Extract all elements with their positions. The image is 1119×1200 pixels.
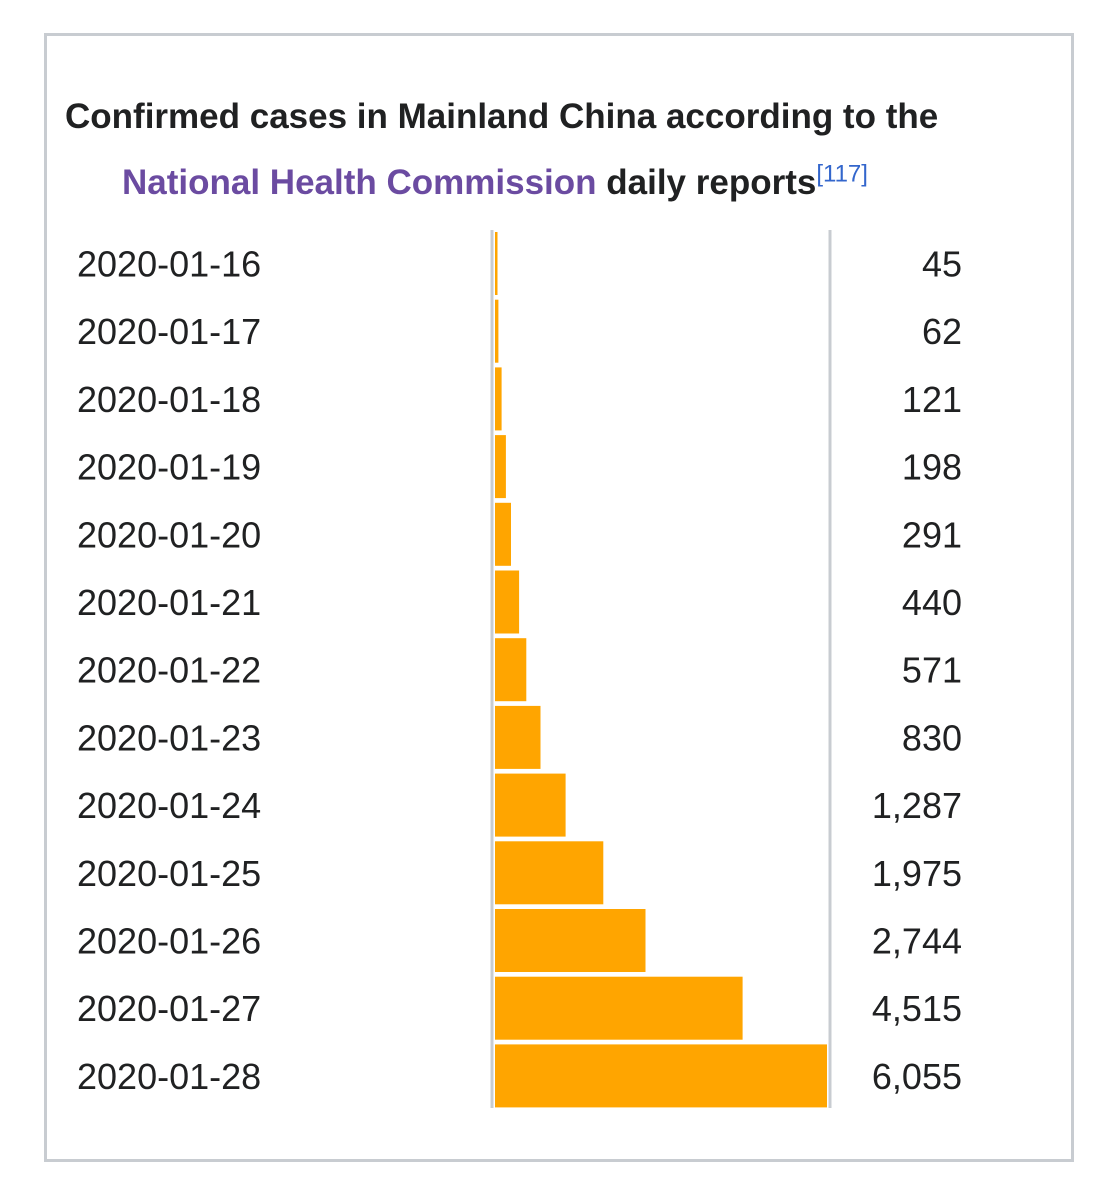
chart-title-line2: National Health Commission daily reports… — [122, 162, 868, 204]
bar-2020-01-27 — [495, 976, 743, 1040]
bar-2020-01-26 — [495, 909, 646, 972]
bar-2020-01-24 — [495, 773, 566, 837]
date-label-2020-01-24: 2020-01-24 — [77, 785, 261, 826]
bar-2020-01-16 — [495, 232, 498, 295]
value-label-2020-01-23: 830 — [902, 717, 962, 758]
value-label-2020-01-17: 62 — [922, 311, 962, 352]
bar-2020-01-28 — [495, 1044, 827, 1108]
chart-title-line1: Confirmed cases in Mainland China accord… — [65, 97, 939, 136]
bar-2020-01-23 — [495, 705, 541, 769]
date-label-2020-01-20: 2020-01-20 — [77, 514, 261, 555]
date-labels: 2020-01-16 2020-01-17 2020-01-18 2020-01-19… — [77, 244, 261, 1097]
bar-2020-01-18 — [495, 367, 502, 431]
value-label-2020-01-16: 45 — [922, 244, 962, 285]
bars-group — [495, 232, 827, 1108]
value-label-2020-01-18: 121 — [902, 379, 962, 420]
value-label-2020-01-21: 440 — [902, 582, 962, 623]
chart-title-suffix: daily reports — [596, 163, 817, 202]
date-label-2020-01-26: 2020-01-26 — [77, 921, 261, 962]
date-label-2020-01-23: 2020-01-23 — [77, 717, 261, 758]
value-label-2020-01-22: 571 — [902, 650, 962, 691]
value-label-2020-01-25: 1,975 — [872, 853, 962, 894]
date-label-2020-01-17: 2020-01-17 — [77, 311, 261, 352]
value-label-2020-01-24: 1,287 — [872, 785, 962, 826]
reference-link[interactable]: [117] — [816, 160, 868, 188]
date-label-2020-01-25: 2020-01-25 — [77, 853, 261, 894]
date-label-2020-01-22: 2020-01-22 — [77, 650, 261, 691]
bar-2020-01-20 — [495, 502, 511, 566]
date-label-2020-01-27: 2020-01-27 — [77, 988, 261, 1029]
value-label-2020-01-19: 198 — [902, 447, 962, 488]
bar-2020-01-21 — [495, 570, 520, 634]
chart-frame — [44, 33, 1074, 1162]
value-label-2020-01-27: 4,515 — [872, 988, 962, 1029]
value-labels: 45 62 121 198 291 440 571 830 1,287 1,975 2,744 4,5… — [872, 244, 962, 1097]
date-label-2020-01-21: 2020-01-21 — [77, 582, 261, 623]
value-label-2020-01-28: 6,055 — [872, 1056, 962, 1097]
bar-2020-01-17 — [495, 299, 499, 363]
date-label-2020-01-28: 2020-01-28 — [77, 1056, 261, 1097]
bar-2020-01-22 — [495, 638, 527, 702]
date-label-2020-01-16: 2020-01-16 — [77, 244, 261, 285]
national-health-commission-link[interactable]: National Health Commission — [122, 163, 597, 202]
bar-2020-01-25 — [495, 841, 604, 905]
date-label-2020-01-19: 2020-01-19 — [77, 447, 261, 488]
date-label-2020-01-18: 2020-01-18 — [77, 379, 261, 420]
value-label-2020-01-20: 291 — [902, 514, 962, 555]
value-label-2020-01-26: 2,744 — [872, 921, 962, 962]
bar-2020-01-19 — [495, 435, 506, 499]
